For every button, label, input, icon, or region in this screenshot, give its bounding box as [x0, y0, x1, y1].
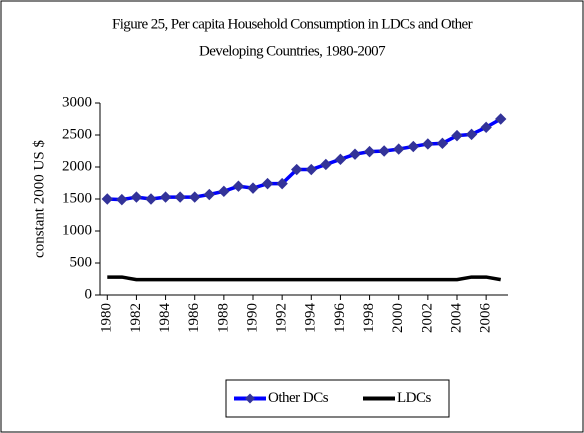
x-tick-label: 1986	[186, 303, 202, 334]
marker	[451, 129, 463, 142]
marker	[174, 191, 186, 203]
x-tick-label: 1984	[157, 303, 173, 334]
x-tick-label: 1992	[274, 303, 290, 333]
legend-label: Other DCs	[268, 390, 329, 406]
legend-label: LDCs	[397, 390, 432, 406]
marker	[189, 191, 201, 203]
marker	[232, 180, 245, 192]
y-axis-label: constant 2000 US $	[31, 140, 47, 258]
marker	[276, 177, 288, 190]
marker	[261, 177, 274, 190]
marker	[334, 153, 347, 166]
x-tick-label: 2002	[419, 303, 435, 333]
x-tick-label: 1988	[215, 303, 231, 333]
y-tick-label: 2000	[62, 158, 92, 174]
x-tick-label: 2006	[478, 303, 494, 334]
marker	[378, 145, 390, 157]
marker	[422, 138, 434, 150]
x-tick-label: 1982	[128, 303, 144, 333]
marker	[320, 158, 332, 171]
marker	[363, 145, 376, 158]
legend-marker	[245, 393, 255, 404]
marker	[247, 182, 259, 194]
marker	[393, 143, 405, 155]
marker	[480, 121, 492, 134]
marker	[116, 193, 128, 206]
y-tick-label: 3000	[62, 94, 92, 110]
marker	[101, 193, 113, 205]
marker	[407, 140, 419, 153]
marker	[465, 128, 478, 141]
marker	[218, 185, 230, 198]
marker	[349, 148, 361, 160]
marker	[145, 193, 157, 205]
chart-title: Figure 25, Per capita Household Consumpt…	[112, 16, 473, 32]
y-tick-label: 1500	[62, 190, 92, 206]
series-line	[107, 275, 502, 282]
marker	[495, 113, 507, 125]
marker	[305, 163, 317, 176]
chart-title: Developing Countries, 1980-2007	[199, 43, 386, 59]
x-tick-label: 1994	[303, 303, 319, 334]
marker	[203, 188, 215, 201]
x-tick-label: 1980	[99, 303, 115, 333]
x-tick-label: 1998	[361, 303, 377, 333]
x-tick-label: 1996	[332, 303, 348, 334]
x-tick-label: 1990	[244, 303, 260, 333]
marker	[436, 137, 449, 150]
marker	[159, 191, 172, 203]
series-line	[107, 117, 502, 202]
marker	[291, 163, 303, 176]
y-tick-label: 500	[70, 254, 93, 270]
y-tick-label: 1000	[62, 222, 92, 238]
y-tick-label: 0	[85, 286, 93, 302]
x-tick-label: 2004	[448, 303, 464, 334]
x-tick-label: 2000	[390, 303, 406, 333]
y-tick-label: 2500	[62, 126, 92, 142]
marker	[130, 191, 143, 203]
